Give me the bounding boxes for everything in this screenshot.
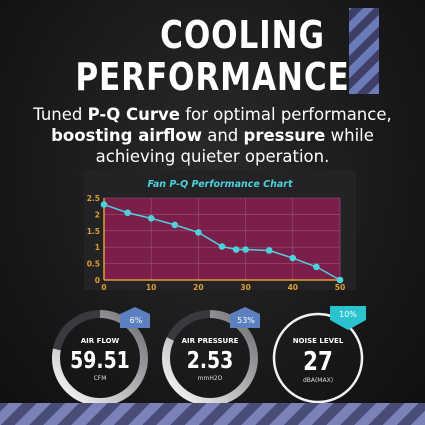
chart-title: Fan P-Q Performance Chart xyxy=(147,179,292,190)
gauge-label: AIR FLOW xyxy=(81,337,120,345)
data-point xyxy=(100,201,108,208)
gauge-label: NOISE LEVEL xyxy=(293,337,344,345)
series-line xyxy=(103,203,341,281)
decorative-stripes-bottom xyxy=(0,403,425,425)
data-point xyxy=(232,246,240,253)
subtitle: Tuned P-Q Curve for optimal performance,… xyxy=(10,104,415,167)
data-point xyxy=(265,247,273,254)
data-point xyxy=(313,263,320,271)
gauge-value: 2.53 xyxy=(187,346,234,373)
y-tick-label: 0.5 xyxy=(87,260,100,269)
x-tick-label: 0 xyxy=(101,283,106,292)
subtitle-text: while achieving quieter operation. xyxy=(95,126,374,166)
chart-series xyxy=(100,201,344,284)
gauge-airpressure-arrow: 53% xyxy=(230,307,260,328)
subtitle-bold-pq: P-Q Curve xyxy=(87,105,180,124)
gauge-delta: 10% xyxy=(339,310,357,319)
data-point xyxy=(124,209,131,217)
gauge-unit: mmH2O xyxy=(198,375,223,382)
x-tick-label: 50 xyxy=(335,283,345,292)
chart-ticks: 0 0.5 1 1.5 2 2.5 0 10 20 30 40 50 xyxy=(87,194,346,292)
data-point xyxy=(289,254,297,262)
data-point xyxy=(218,243,226,250)
heading-line1: COOLING xyxy=(160,13,325,57)
heading-line2: PERFORMANCE xyxy=(75,55,350,99)
gauge-delta: 53% xyxy=(237,316,255,325)
subtitle-bold-pressure: pressure xyxy=(243,126,326,145)
plot-area xyxy=(104,198,340,280)
y-tick-label: 2 xyxy=(95,210,100,219)
arrow-up-icon xyxy=(120,307,150,328)
gauge-fill xyxy=(162,310,258,406)
data-point xyxy=(336,276,344,284)
data-point xyxy=(147,215,155,222)
data-point xyxy=(195,229,202,236)
gauge-unit: CFM xyxy=(94,375,107,382)
data-point xyxy=(242,246,249,253)
gauge-noise-arrow: 10% xyxy=(330,306,366,330)
x-tick-label: 10 xyxy=(146,283,156,292)
gauge-delta: 6% xyxy=(130,316,143,325)
gauge-unit: dBA(MAX) xyxy=(303,377,333,384)
data-point xyxy=(171,221,179,229)
arrow-up-icon xyxy=(230,307,260,328)
subtitle-text: and xyxy=(201,126,244,145)
gauge-value: 27 xyxy=(303,346,333,377)
gauge-fill xyxy=(52,310,148,406)
subtitle-text: for optimal performance, xyxy=(180,105,392,124)
gauge-noise: NOISE LEVEL 27 dBA(MAX) xyxy=(272,312,364,404)
gauge-airflow-arrow: 6% xyxy=(120,307,150,328)
pq-chart: Fan P-Q Performance Chart 0 0.5 1 1.5 2 2.5 0 1… xyxy=(87,179,346,292)
x-tick-label: 40 xyxy=(288,283,298,292)
gauge-airflow: AIR FLOW 59.51 CFM xyxy=(52,310,148,406)
gauge-airpressure: AIR PRESSURE 2.53 mmH2O xyxy=(162,310,258,406)
x-tick-label: 30 xyxy=(240,283,250,292)
x-tick-label: 20 xyxy=(193,283,203,292)
gauge-value: 59.51 xyxy=(70,346,130,373)
y-tick-label: 0 xyxy=(95,276,100,285)
subtitle-text: Tuned xyxy=(33,105,88,124)
arrow-down-icon xyxy=(330,306,366,330)
gauge-label: AIR PRESSURE xyxy=(182,337,239,345)
y-tick-label: 2.5 xyxy=(87,194,100,203)
chart-axes xyxy=(103,198,340,281)
decorative-stripes-top xyxy=(349,8,379,94)
subtitle-bold-airflow: boosting airflow xyxy=(51,126,202,145)
y-tick-label: 1.5 xyxy=(87,227,100,236)
gauge-ring xyxy=(272,312,364,404)
y-tick-label: 1 xyxy=(95,243,100,252)
